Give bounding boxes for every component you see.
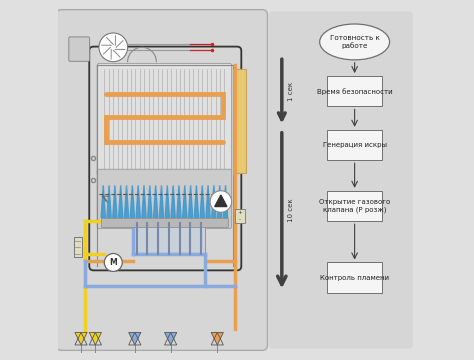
- Polygon shape: [129, 332, 141, 345]
- Polygon shape: [194, 185, 199, 218]
- Bar: [133, 223, 205, 253]
- Text: 10 сек: 10 сек: [288, 199, 294, 222]
- FancyBboxPatch shape: [327, 130, 383, 160]
- Polygon shape: [75, 332, 87, 345]
- Text: +: +: [238, 211, 243, 216]
- Polygon shape: [177, 185, 181, 218]
- Polygon shape: [101, 185, 105, 218]
- FancyBboxPatch shape: [69, 37, 90, 61]
- Text: M: M: [109, 258, 117, 267]
- FancyBboxPatch shape: [97, 63, 232, 175]
- Circle shape: [104, 253, 122, 271]
- Text: Открытие газового
клапана (Р розж): Открытие газового клапана (Р розж): [319, 199, 390, 213]
- Polygon shape: [113, 185, 117, 218]
- Circle shape: [99, 33, 128, 62]
- Polygon shape: [211, 332, 223, 345]
- Polygon shape: [148, 185, 152, 218]
- Polygon shape: [212, 185, 216, 218]
- Text: Готовность к
работе: Готовность к работе: [330, 35, 380, 49]
- Polygon shape: [189, 185, 193, 218]
- Polygon shape: [159, 185, 164, 218]
- Polygon shape: [218, 185, 222, 218]
- FancyBboxPatch shape: [327, 76, 383, 107]
- Text: 1 сек: 1 сек: [288, 82, 294, 101]
- Polygon shape: [206, 185, 210, 218]
- Text: -: -: [239, 217, 241, 222]
- Polygon shape: [107, 185, 111, 218]
- Polygon shape: [200, 185, 204, 218]
- FancyBboxPatch shape: [56, 10, 267, 350]
- Circle shape: [210, 191, 232, 212]
- Polygon shape: [165, 185, 169, 218]
- Polygon shape: [89, 332, 101, 345]
- FancyBboxPatch shape: [97, 169, 232, 228]
- Text: Время безопасности: Время безопасности: [317, 88, 392, 95]
- FancyBboxPatch shape: [327, 191, 383, 221]
- Text: Генерация искры: Генерация искры: [323, 142, 387, 148]
- Polygon shape: [154, 185, 158, 218]
- Polygon shape: [142, 185, 146, 218]
- Ellipse shape: [319, 24, 390, 60]
- Polygon shape: [164, 332, 177, 345]
- Polygon shape: [130, 185, 135, 218]
- Polygon shape: [118, 185, 123, 218]
- Bar: [74, 237, 82, 257]
- FancyBboxPatch shape: [89, 46, 241, 270]
- Polygon shape: [136, 185, 140, 218]
- Bar: [233, 69, 246, 173]
- Polygon shape: [223, 185, 228, 218]
- Polygon shape: [124, 185, 128, 218]
- Text: Контроль пламени: Контроль пламени: [320, 275, 389, 281]
- Bar: [101, 218, 228, 226]
- FancyBboxPatch shape: [327, 262, 383, 293]
- Polygon shape: [171, 185, 175, 218]
- Bar: [235, 210, 245, 223]
- FancyBboxPatch shape: [269, 12, 413, 348]
- Polygon shape: [182, 185, 187, 218]
- Polygon shape: [215, 195, 227, 207]
